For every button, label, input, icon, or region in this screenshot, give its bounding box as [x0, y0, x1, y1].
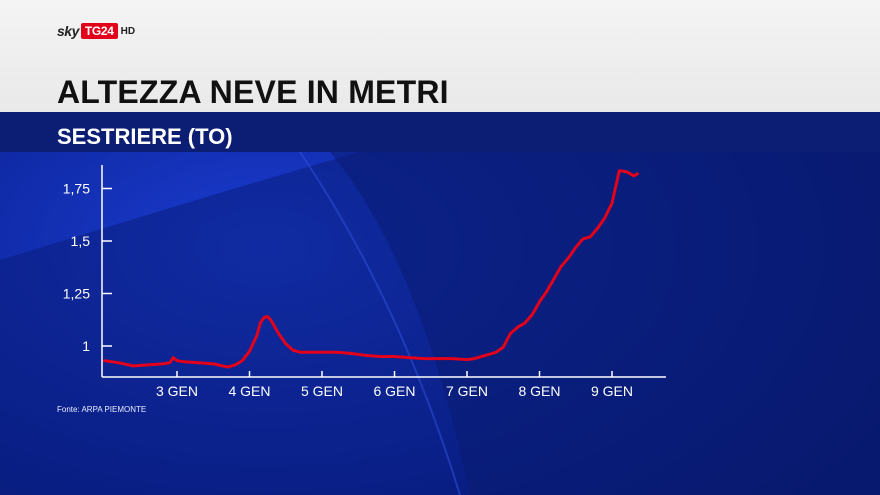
series-line — [103, 169, 639, 369]
logo-hd: HD — [120, 25, 136, 37]
y-tick-label: 1,25 — [63, 286, 90, 302]
x-tick-label: 9 GEN — [591, 383, 633, 399]
x-tick-label: 8 GEN — [518, 383, 560, 399]
line-chart: 1 1,25 1,5 1,75 3 GEN 4 GEN 5 GEN 6 GEN 7 GEN 8 G… — [63, 165, 666, 399]
x-tick-label: 5 GEN — [301, 383, 343, 399]
y-tick-label: 1,5 — [71, 233, 91, 249]
header-band — [0, 0, 880, 112]
x-tick-label: 6 GEN — [373, 383, 415, 399]
y-tick-label: 1 — [82, 338, 90, 354]
sky-tg24-logo: sky TG24 HD — [57, 22, 135, 40]
x-tick-label: 7 GEN — [446, 383, 488, 399]
x-tick-label: 4 GEN — [228, 383, 270, 399]
x-tick-label: 3 GEN — [156, 383, 198, 399]
y-tick-label: 1,75 — [63, 181, 90, 197]
subtitle-band — [0, 112, 880, 152]
logo-sky: sky — [57, 23, 79, 39]
chart-title: ALTEZZA NEVE IN METRI — [57, 74, 449, 110]
source-note: Fonte: ARPA PIEMONTE — [57, 405, 147, 414]
chart-subtitle: SESTRIERE (TO) — [57, 124, 233, 149]
logo-tg24: TG24 — [80, 23, 118, 39]
